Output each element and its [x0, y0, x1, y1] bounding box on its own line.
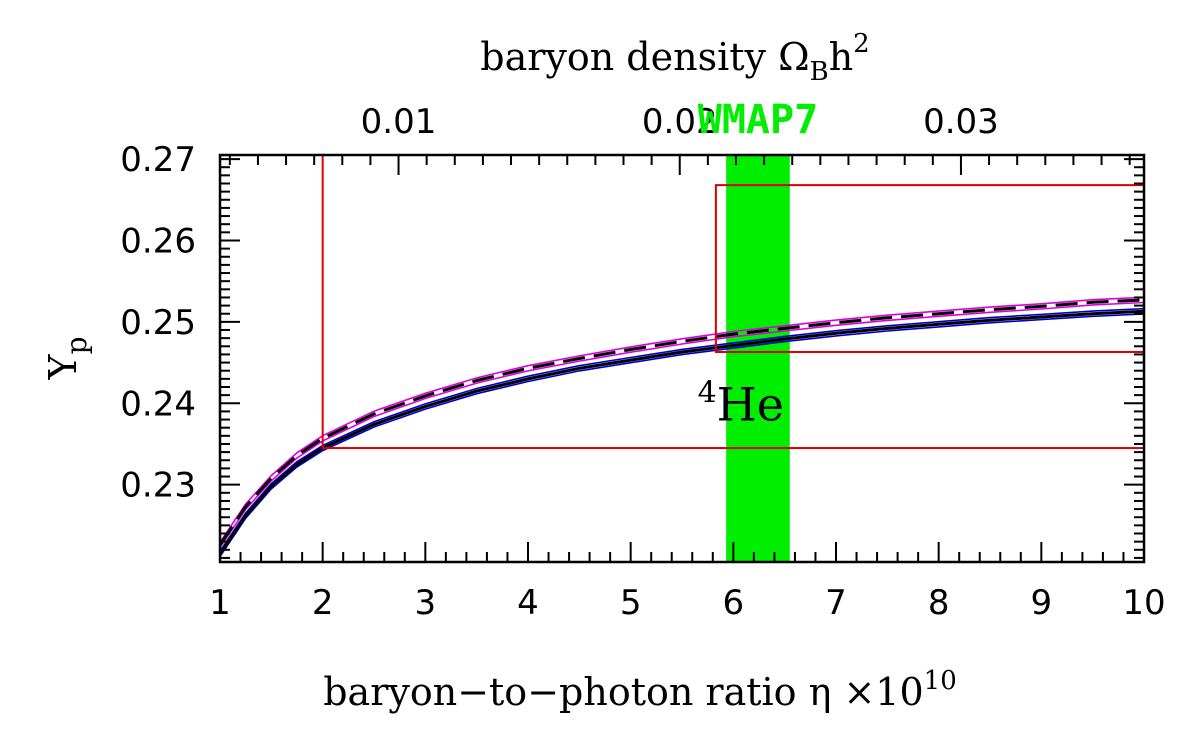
band-edge-0-1	[220, 296, 1144, 543]
top-tick-label: 0.03	[923, 102, 999, 142]
x-tick-label: 10	[1122, 583, 1165, 623]
y-axis-title-subscript: p	[60, 336, 93, 354]
helium-symbol: He	[717, 378, 784, 432]
y-axis-title: Yp	[41, 336, 93, 380]
band-edge-0-0	[220, 301, 1144, 548]
top-tick-label: 0.01	[361, 102, 437, 142]
y-tick-label: 0.27	[120, 140, 196, 180]
band-edge-1-1	[220, 307, 1144, 552]
x-axis-title-exponent: 10	[924, 666, 957, 696]
prediction-curve-0	[220, 298, 1144, 546]
wmap-band	[726, 155, 790, 562]
top-tick-label: 0.02	[642, 102, 718, 142]
x-axis-title: baryon−to−photon ratio η ×1010	[323, 666, 957, 714]
tick-labels: 1 2 3 4 5 6 7 8 9 10 0.23 0.24 0.25 0.26 0.27 0.01 0.02 0…	[120, 102, 1165, 623]
y-tick-label: 0.25	[120, 303, 196, 343]
x-tick-label: 6	[723, 583, 745, 623]
wmap-label: WMAP7	[698, 97, 818, 143]
y-tick-label: 0.26	[120, 221, 196, 261]
x-tick-label: 4	[517, 583, 539, 623]
top-axis-title: baryon density ΩBh2	[480, 29, 869, 87]
helium-mass-number: 4	[698, 376, 717, 411]
y-tick-label: 0.24	[120, 384, 196, 424]
y-tick-label: 0.23	[120, 466, 196, 506]
top-axis-title-exponent: 2	[853, 29, 870, 59]
x-tick-label: 8	[928, 583, 950, 623]
x-tick-label: 3	[415, 583, 437, 623]
axis-ticks	[219, 155, 1145, 562]
plot-frame	[218, 153, 1146, 564]
prediction-curves-layer	[220, 298, 1144, 555]
wmap-band-layer	[726, 155, 790, 562]
x-tick-label: 5	[620, 583, 642, 623]
prediction-bands-layer	[220, 296, 1144, 557]
top-axis-title-subscript: B	[810, 57, 829, 87]
x-tick-label: 9	[1031, 583, 1053, 623]
helium-annotation: 4He	[698, 376, 784, 432]
top-axis-title-tail: h	[829, 35, 853, 79]
x-tick-label: 2	[312, 583, 334, 623]
x-tick-label: 7	[825, 583, 847, 623]
x-tick-label: 1	[209, 583, 231, 623]
constraint-box-1	[714, 184, 1144, 353]
prediction-curve-1	[220, 309, 1144, 555]
band-edge-1-0	[220, 313, 1144, 557]
